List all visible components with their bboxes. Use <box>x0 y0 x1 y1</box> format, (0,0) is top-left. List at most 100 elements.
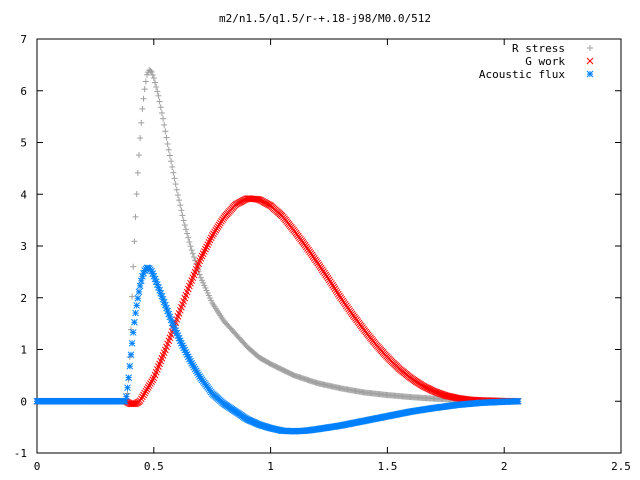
data-point <box>186 238 193 245</box>
data-point <box>133 191 140 198</box>
legend-label: R stress <box>512 42 565 55</box>
data-point <box>133 302 141 309</box>
data-point <box>207 295 214 302</box>
data-point <box>171 175 178 182</box>
data-point <box>144 384 152 391</box>
data-point <box>125 374 133 381</box>
data-point <box>156 98 163 105</box>
data-point <box>142 387 150 395</box>
data-point <box>143 71 150 78</box>
data-point <box>166 152 173 159</box>
data-point <box>152 79 159 86</box>
x-tick-label: 1 <box>267 460 274 473</box>
data-point <box>197 274 204 281</box>
axis-ticks: 0 0.5 1 1.5 2 2.5 -1 0 1 2 3 4 5 6 7 <box>14 33 631 473</box>
data-point <box>202 284 209 291</box>
legend-label: G work <box>525 55 565 68</box>
x-tick-label: 2 <box>501 460 508 473</box>
data-point <box>188 247 195 254</box>
series-star <box>33 264 522 435</box>
data-point <box>149 376 157 384</box>
data-point <box>140 95 147 102</box>
y-tick-label: 5 <box>20 137 27 150</box>
y-tick-label: 3 <box>20 240 27 253</box>
data-point <box>130 263 137 270</box>
data-point <box>173 186 180 193</box>
data-point <box>138 119 145 126</box>
data-point <box>139 105 146 112</box>
data-point <box>161 121 168 128</box>
data-point <box>164 140 171 147</box>
data-point <box>177 202 184 209</box>
data-point <box>174 192 181 199</box>
data-point <box>172 181 179 188</box>
data-point <box>158 109 165 116</box>
data-point <box>203 287 210 294</box>
data-point <box>165 146 172 153</box>
legend-marker <box>587 45 593 51</box>
data-point <box>131 400 138 408</box>
y-tick-label: 0 <box>20 395 27 408</box>
data-point <box>148 68 155 75</box>
data-point <box>142 78 149 85</box>
data-point <box>148 378 155 386</box>
data-point <box>205 292 212 299</box>
data-point <box>179 212 186 219</box>
data-point <box>182 226 189 233</box>
data-point <box>157 104 164 111</box>
data-point <box>134 294 142 302</box>
data-point <box>187 243 194 250</box>
data-point <box>141 389 149 397</box>
data-point <box>254 196 262 203</box>
data-point <box>149 71 156 78</box>
data-point <box>145 382 153 389</box>
data-point <box>143 385 151 393</box>
data-point <box>137 395 145 403</box>
data-point <box>192 257 199 264</box>
data-point <box>147 380 154 387</box>
y-tick-label: 2 <box>20 292 27 305</box>
data-point <box>150 75 157 82</box>
chart-title: m2/n1.5/q1.5/r-+.18-j98/M0.0/512 <box>219 12 431 25</box>
data-point <box>178 207 185 214</box>
data-point <box>131 318 138 326</box>
legend-marker <box>586 70 594 78</box>
legend-label: Acoustic flux <box>479 68 565 81</box>
y-tick-label: 6 <box>20 85 27 98</box>
data-point <box>200 279 207 286</box>
y-tick-label: 1 <box>20 344 27 357</box>
x-tick-label: 0 <box>34 460 41 473</box>
x-tick-label: 2.5 <box>611 460 631 473</box>
data-point <box>126 362 134 370</box>
data-point <box>198 277 205 284</box>
series-layer <box>33 67 522 435</box>
data-point <box>132 213 139 220</box>
data-point <box>201 282 208 289</box>
y-tick-label: 7 <box>20 33 27 46</box>
data-point <box>168 158 175 165</box>
data-point <box>134 169 141 176</box>
data-point <box>124 384 131 392</box>
data-point <box>128 339 136 347</box>
data-point <box>135 288 143 296</box>
data-point <box>153 83 160 90</box>
data-point <box>131 238 138 245</box>
data-point <box>154 88 161 95</box>
series-cross <box>33 195 522 408</box>
data-point <box>163 134 170 141</box>
data-point <box>129 329 137 336</box>
data-point <box>139 393 146 401</box>
data-point <box>176 197 183 204</box>
data-point <box>189 250 196 257</box>
data-point <box>181 222 188 229</box>
x-tick-label: 0.5 <box>144 460 164 473</box>
data-point <box>147 67 154 74</box>
data-point <box>184 230 191 237</box>
data-point <box>140 391 147 399</box>
data-point <box>136 282 144 290</box>
data-point <box>204 289 211 296</box>
data-point <box>190 254 197 261</box>
data-point <box>514 397 522 405</box>
data-point <box>135 152 142 159</box>
